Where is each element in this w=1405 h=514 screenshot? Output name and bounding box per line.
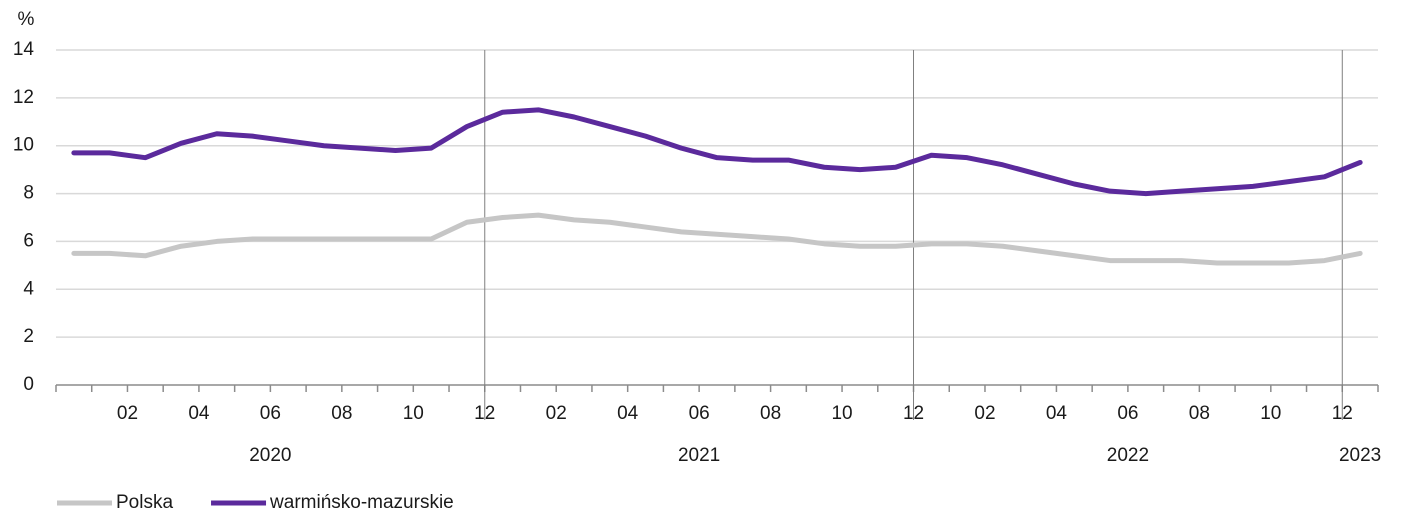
x-tick-label: 06 xyxy=(260,403,281,424)
legend-label: warmińsko-mazurskie xyxy=(269,492,454,513)
y-tick-label: 4 xyxy=(23,278,34,299)
x-tick-label: 06 xyxy=(1117,403,1138,424)
y-tick-label: 10 xyxy=(13,135,34,156)
y-tick-label: 8 xyxy=(23,183,34,204)
x-tick-label: 04 xyxy=(617,403,639,424)
x-tick-label: 02 xyxy=(974,403,995,424)
series-line xyxy=(71,212,1363,266)
x-tick-label: 08 xyxy=(760,403,781,424)
y-tick-label: 12 xyxy=(13,87,34,108)
y-tick-label: 6 xyxy=(23,230,34,251)
series-line xyxy=(71,107,1363,197)
y-tick-label: 2 xyxy=(23,326,34,347)
x-tick-label: 04 xyxy=(188,403,210,424)
x-tick-label: 08 xyxy=(331,403,352,424)
x-group-label: 2020 xyxy=(249,445,291,466)
x-tick-label: 04 xyxy=(1046,403,1068,424)
x-tick-label: 10 xyxy=(831,403,852,424)
x-tick-label: 02 xyxy=(117,403,138,424)
y-axis-label: % xyxy=(18,9,35,30)
x-tick-label: 06 xyxy=(689,403,710,424)
x-tick-label: 10 xyxy=(1260,403,1281,424)
x-group-label: 2023 xyxy=(1339,445,1381,466)
y-tick-label: 14 xyxy=(13,39,35,60)
x-group-label: 2022 xyxy=(1107,445,1149,466)
legend-label: Polska xyxy=(116,492,173,513)
y-tick-label: 0 xyxy=(23,374,34,395)
x-group-label: 2021 xyxy=(678,445,720,466)
x-tick-label: 02 xyxy=(546,403,567,424)
x-tick-label: 10 xyxy=(403,403,424,424)
x-tick-label: 08 xyxy=(1189,403,1210,424)
